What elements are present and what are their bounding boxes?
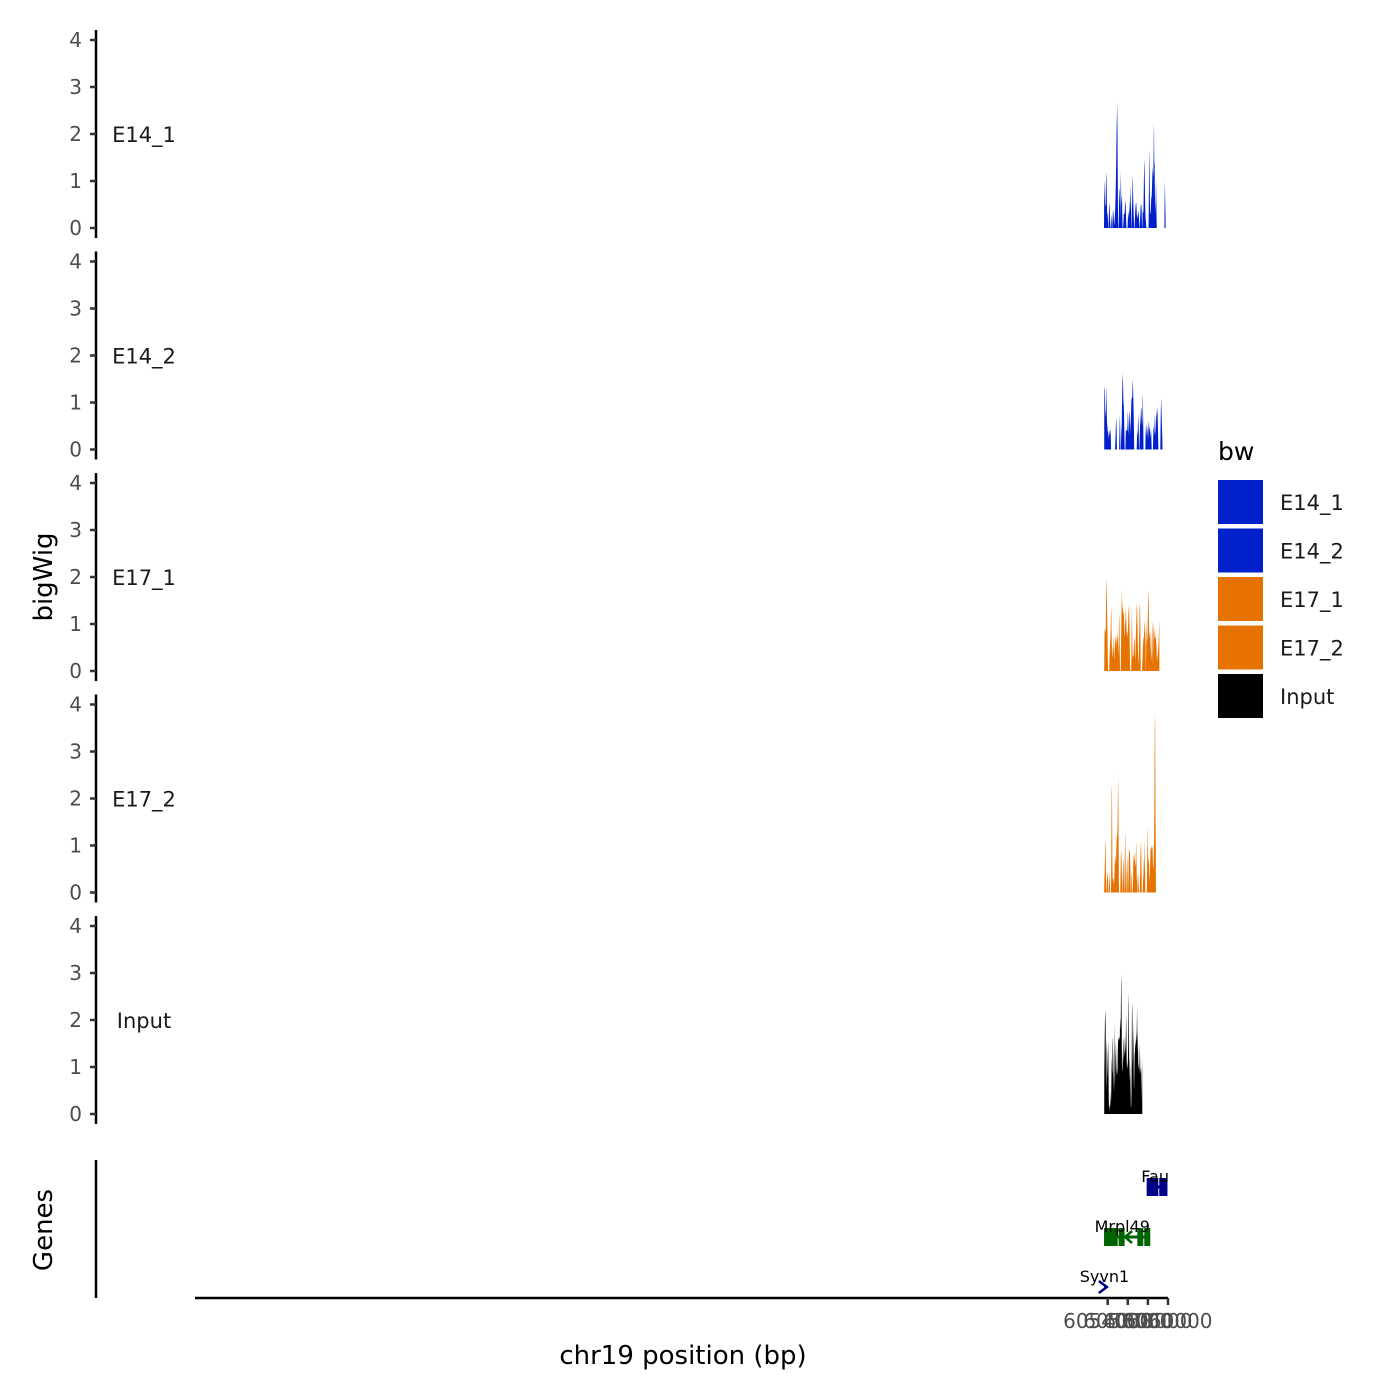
y-tick-label: 4 bbox=[69, 471, 82, 495]
legend-label-E14_1: E14_1 bbox=[1280, 491, 1344, 516]
signal-area-E17_2 bbox=[1104, 713, 1156, 893]
y-tick-label: 2 bbox=[69, 565, 82, 589]
exon bbox=[1118, 1228, 1125, 1246]
gene-Mrpl49: Mrpl49 bbox=[1095, 1217, 1151, 1246]
track-label: E14_1 bbox=[112, 123, 176, 148]
track-label: Input bbox=[117, 1009, 171, 1033]
y-tick-label: 0 bbox=[69, 216, 82, 240]
x-tick-label: 6058000 bbox=[1103, 1309, 1192, 1333]
track-E14_1: 0 1 2 3 4 E14_1 bbox=[69, 28, 1166, 240]
gene-name-label: Mrpl49 bbox=[1095, 1217, 1150, 1236]
legend-label-E17_2: E17_2 bbox=[1280, 637, 1344, 662]
exon bbox=[1104, 1228, 1118, 1246]
legend-swatch-E14_1 bbox=[1218, 480, 1263, 524]
gene-Syvn1: Syvn1 bbox=[1080, 1267, 1129, 1294]
genes-panel: Fau Mrpl49 Syvn1 bbox=[94, 1160, 1169, 1298]
y-tick-label: 0 bbox=[69, 438, 82, 462]
legend-swatch-E14_2 bbox=[1218, 528, 1263, 573]
bigwig-tracks: 0 1 2 3 4 E14_1 0 1 2 3 4 E14_2 0 1 2 3 4 E17_1 0 1 2 3 4 E17_2… bbox=[69, 28, 1166, 1126]
y-tick-label: 0 bbox=[69, 881, 82, 905]
y-axis-title: bigWig bbox=[29, 532, 59, 621]
y-tick-label: 4 bbox=[69, 250, 82, 274]
y-tick-label: 4 bbox=[69, 28, 82, 52]
y-tick-label: 3 bbox=[69, 961, 82, 985]
x-tick-label: 6060000 bbox=[1123, 1309, 1212, 1333]
strand-chevron bbox=[1123, 1230, 1133, 1244]
legend-label-E14_2: E14_2 bbox=[1280, 540, 1344, 565]
y-tick-label: 1 bbox=[69, 1055, 82, 1079]
track-E14_2: 0 1 2 3 4 E14_2 bbox=[69, 250, 1163, 462]
track-label: E14_2 bbox=[112, 345, 176, 370]
legend-swatch-Input bbox=[1218, 674, 1263, 718]
y-tick-label: 2 bbox=[69, 122, 82, 146]
legend-swatch-E17_2 bbox=[1218, 625, 1263, 670]
y-tick-label: 4 bbox=[69, 914, 82, 938]
x-tick-label: 6054000 bbox=[1063, 1309, 1152, 1333]
exon bbox=[1137, 1228, 1144, 1246]
signal-area-E14_1 bbox=[1104, 103, 1166, 228]
exon bbox=[1161, 1178, 1168, 1196]
strand-arrowhead bbox=[1098, 1280, 1109, 1294]
legend-title: bw bbox=[1218, 437, 1254, 466]
track-E17_2: 0 1 2 3 4 E17_2 bbox=[69, 693, 1156, 905]
legend: bw E14_1 E14_2 E17_1 E17_2 Input bbox=[1218, 437, 1344, 718]
signal-area-E17_1 bbox=[1104, 579, 1160, 671]
y-tick-label: 1 bbox=[69, 169, 82, 193]
y-tick-label: 3 bbox=[69, 518, 82, 542]
y-tick-label: 1 bbox=[69, 391, 82, 415]
signal-area-E14_2 bbox=[1104, 371, 1163, 450]
gene-Fau: Fau bbox=[1141, 1167, 1169, 1196]
track-label: E17_1 bbox=[112, 566, 176, 591]
y-tick-label: 2 bbox=[69, 1008, 82, 1032]
legend-label-Input: Input bbox=[1280, 685, 1334, 709]
legend-label-E17_1: E17_1 bbox=[1280, 588, 1344, 613]
gene-name-label: Syvn1 bbox=[1080, 1267, 1129, 1286]
exon bbox=[1144, 1228, 1151, 1246]
y-tick-label: 3 bbox=[69, 740, 82, 764]
gene-name-label: Fau bbox=[1141, 1167, 1169, 1186]
y-tick-label: 3 bbox=[69, 297, 82, 321]
y-tick-label: 1 bbox=[69, 834, 82, 858]
track-E17_1: 0 1 2 3 4 E17_1 bbox=[69, 471, 1160, 683]
x-tick-label: 6056000 bbox=[1083, 1309, 1172, 1333]
track-label: E17_2 bbox=[112, 788, 176, 813]
x-axis-title: chr19 position (bp) bbox=[559, 1341, 806, 1371]
y-tick-label: 1 bbox=[69, 612, 82, 636]
genes-axis-title: Genes bbox=[29, 1189, 59, 1271]
y-tick-label: 3 bbox=[69, 75, 82, 99]
y-tick-label: 0 bbox=[69, 659, 82, 683]
track-Input: 0 1 2 3 4 Input bbox=[69, 914, 1143, 1126]
signal-area-Input bbox=[1104, 975, 1143, 1114]
legend-swatch-E17_1 bbox=[1218, 577, 1263, 621]
y-tick-label: 4 bbox=[69, 693, 82, 717]
y-tick-label: 2 bbox=[69, 344, 82, 368]
exon bbox=[1146, 1178, 1153, 1196]
y-tick-label: 0 bbox=[69, 1102, 82, 1126]
exon bbox=[1152, 1178, 1159, 1196]
y-tick-label: 2 bbox=[69, 787, 82, 811]
